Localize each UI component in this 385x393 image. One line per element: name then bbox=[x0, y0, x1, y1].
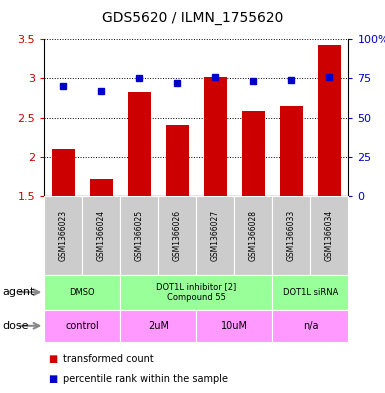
Bar bbox=[318, 45, 341, 196]
Bar bbox=[196, 310, 273, 342]
Text: GSM1366034: GSM1366034 bbox=[325, 210, 334, 261]
Text: percentile rank within the sample: percentile rank within the sample bbox=[63, 374, 228, 384]
Text: ■: ■ bbox=[48, 374, 57, 384]
Bar bbox=[280, 106, 303, 196]
Text: GSM1366028: GSM1366028 bbox=[249, 210, 258, 261]
Text: GSM1366025: GSM1366025 bbox=[135, 210, 144, 261]
Bar bbox=[242, 111, 265, 196]
Bar bbox=[234, 196, 273, 275]
Bar bbox=[44, 196, 82, 275]
Bar bbox=[273, 310, 348, 342]
Text: DMSO: DMSO bbox=[69, 288, 95, 297]
Bar bbox=[82, 196, 120, 275]
Bar bbox=[273, 196, 310, 275]
Text: 10uM: 10uM bbox=[221, 321, 248, 331]
Text: GSM1366023: GSM1366023 bbox=[59, 210, 68, 261]
Text: GSM1366026: GSM1366026 bbox=[173, 210, 182, 261]
Text: GDS5620 / ILMN_1755620: GDS5620 / ILMN_1755620 bbox=[102, 11, 283, 25]
Bar bbox=[52, 149, 75, 196]
Text: DOT1L siRNA: DOT1L siRNA bbox=[283, 288, 338, 297]
Bar bbox=[90, 179, 113, 196]
Bar bbox=[44, 310, 120, 342]
Text: GSM1366024: GSM1366024 bbox=[97, 210, 106, 261]
Text: DOT1L inhibitor [2]
Compound 55: DOT1L inhibitor [2] Compound 55 bbox=[156, 283, 236, 302]
Bar bbox=[120, 310, 196, 342]
Bar bbox=[120, 196, 158, 275]
Bar bbox=[166, 125, 189, 196]
Text: ■: ■ bbox=[48, 354, 57, 364]
Text: transformed count: transformed count bbox=[63, 354, 154, 364]
Text: agent: agent bbox=[2, 287, 34, 297]
Text: control: control bbox=[65, 321, 99, 331]
Bar bbox=[273, 275, 348, 310]
Bar bbox=[204, 77, 227, 196]
Bar bbox=[120, 275, 273, 310]
Text: dose: dose bbox=[2, 321, 28, 331]
Bar bbox=[128, 92, 151, 196]
Bar bbox=[44, 275, 120, 310]
Text: GSM1366033: GSM1366033 bbox=[287, 210, 296, 261]
Bar bbox=[310, 196, 348, 275]
Text: 2uM: 2uM bbox=[148, 321, 169, 331]
Bar bbox=[158, 196, 196, 275]
Text: n/a: n/a bbox=[303, 321, 318, 331]
Text: GSM1366027: GSM1366027 bbox=[211, 210, 220, 261]
Bar bbox=[196, 196, 234, 275]
